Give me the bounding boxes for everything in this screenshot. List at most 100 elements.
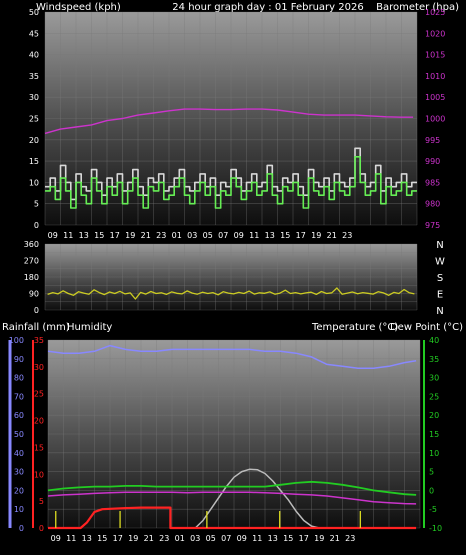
gust-series-line: [45, 156, 417, 209]
time-tick-label: 21: [330, 534, 340, 543]
rainfall-tick-label: 0: [39, 524, 44, 533]
barometer-axis-title: Barometer (hpa): [376, 2, 459, 13]
windspeed-tick-label: 35: [29, 72, 39, 81]
temperature-tick-label: 35: [429, 355, 439, 364]
rainfall-axis-title: Rainfall (mm): [2, 322, 70, 333]
rainfall-tick-label: 5: [39, 497, 44, 506]
windspeed-tick-label: 5: [34, 200, 39, 209]
windspeed-tick-label: 50: [29, 8, 39, 17]
time-tick-label: 09: [48, 231, 58, 240]
temperature-tick-label: 20: [429, 411, 439, 420]
time-tick-label: 21: [327, 231, 337, 240]
humidity-tick-label: 80: [14, 374, 24, 383]
rain-humidity-temperature-panel: 010203040506070809010005101520253035-10-…: [8, 336, 442, 543]
rainfall-tick-label: 35: [34, 336, 44, 345]
humidity-tick-label: 50: [14, 430, 24, 439]
direction-tick-label: 90: [29, 290, 39, 299]
rainfall-tick-label: 30: [34, 363, 44, 372]
windspeed-tick-label: 30: [29, 93, 39, 102]
barometer-tick-label: 995: [425, 136, 440, 145]
time-tick-label: 13: [79, 231, 89, 240]
humidity-tick-label: 90: [14, 355, 24, 364]
barometer-tick-label: 985: [425, 178, 440, 187]
windspeed-axis-title: Windspeed (kph): [36, 2, 121, 13]
time-tick-label: 09: [234, 231, 244, 240]
direction-tick-label: 180: [24, 273, 39, 282]
compass-label: E: [437, 290, 443, 301]
time-tick-label: 01: [175, 534, 185, 543]
time-tick-label: 07: [218, 231, 228, 240]
time-tick-label: 09: [237, 534, 247, 543]
direction-tick-label: 0: [34, 306, 39, 315]
windspeed-tick-label: 45: [29, 29, 39, 38]
time-tick-label: 19: [311, 231, 321, 240]
windspeed-tick-label: 25: [29, 115, 39, 124]
time-tick-label: 15: [94, 231, 104, 240]
time-tick-label: 11: [66, 534, 76, 543]
temperature-tick-label: 15: [429, 430, 439, 439]
temperature-tick-label: 30: [429, 374, 439, 383]
time-tick-label: 01: [172, 231, 182, 240]
windspeed-tick-label: 40: [29, 51, 39, 60]
humidity-tick-label: 40: [14, 449, 24, 458]
temperature-tick-label: 40: [429, 336, 439, 345]
time-tick-label: 07: [221, 534, 231, 543]
compass-label: S: [437, 273, 443, 284]
barometer-tick-label: 975: [425, 221, 440, 230]
time-tick-label: 13: [268, 534, 278, 543]
time-tick-label: 23: [342, 231, 352, 240]
barometer-tick-label: 1015: [425, 51, 445, 60]
temperature-tick-label: 25: [429, 392, 439, 401]
wind-barometer-panel: 0510152025303540455097598098599099510001…: [29, 8, 446, 240]
temperature-tick-label: 5: [429, 468, 434, 477]
direction-tick-label: 360: [24, 240, 39, 249]
time-tick-label: 15: [283, 534, 293, 543]
humidity-tick-label: 100: [9, 336, 24, 345]
temperature-axis-title: Temperature (°C): [311, 322, 398, 333]
time-tick-label: 17: [113, 534, 123, 543]
time-tick-label: 19: [314, 534, 324, 543]
time-tick-label: 15: [280, 231, 290, 240]
graph-title: 24 hour graph day : 01 February 2026: [172, 2, 363, 13]
humidity-axis-title: Humidity: [67, 322, 112, 333]
compass-label: W: [435, 257, 445, 268]
humidity-tick-label: 0: [19, 524, 24, 533]
compass-label: N: [436, 240, 443, 251]
barometer-tick-label: 1025: [425, 8, 445, 17]
temperature-tick-label: -5: [429, 505, 437, 514]
time-tick-label: 09: [51, 534, 61, 543]
time-tick-label: 19: [125, 231, 135, 240]
humidity-tick-label: 10: [14, 505, 24, 514]
direction-series-line: [47, 287, 415, 300]
rainfall-tick-label: 10: [34, 470, 44, 479]
humidity-tick-label: 30: [14, 468, 24, 477]
rainfall-tick-label: 25: [34, 390, 44, 399]
humidity-series-line: [47, 344, 417, 369]
time-tick-label: 17: [110, 231, 120, 240]
time-tick-label: 21: [144, 534, 154, 543]
barometer-tick-label: 990: [425, 157, 440, 166]
time-tick-label: 23: [156, 231, 166, 240]
temperature-tick-label: 10: [429, 449, 439, 458]
time-tick-label: 15: [97, 534, 107, 543]
humidity-tick-label: 60: [14, 411, 24, 420]
time-tick-label: 21: [141, 231, 151, 240]
time-tick-label: 13: [82, 534, 92, 543]
temperature-tick-label: 0: [429, 486, 434, 495]
dewpoint-axis-title: Dew Point (°C): [390, 322, 463, 333]
dewpoint-series-line: [47, 491, 417, 505]
time-tick-label: 17: [299, 534, 309, 543]
windspeed-tick-label: 20: [29, 136, 39, 145]
windspeed-tick-label: 15: [29, 157, 39, 166]
time-tick-label: 23: [159, 534, 169, 543]
compass-label: N: [436, 306, 443, 317]
time-tick-label: 23: [345, 534, 355, 543]
time-tick-label: 13: [265, 231, 275, 240]
rainfall-series-line: [48, 506, 417, 530]
solar-series-line: [194, 468, 320, 529]
windspeed-tick-label: 0: [34, 221, 39, 230]
barometer-tick-label: 1020: [425, 29, 445, 38]
barometer-tick-label: 980: [425, 200, 440, 209]
